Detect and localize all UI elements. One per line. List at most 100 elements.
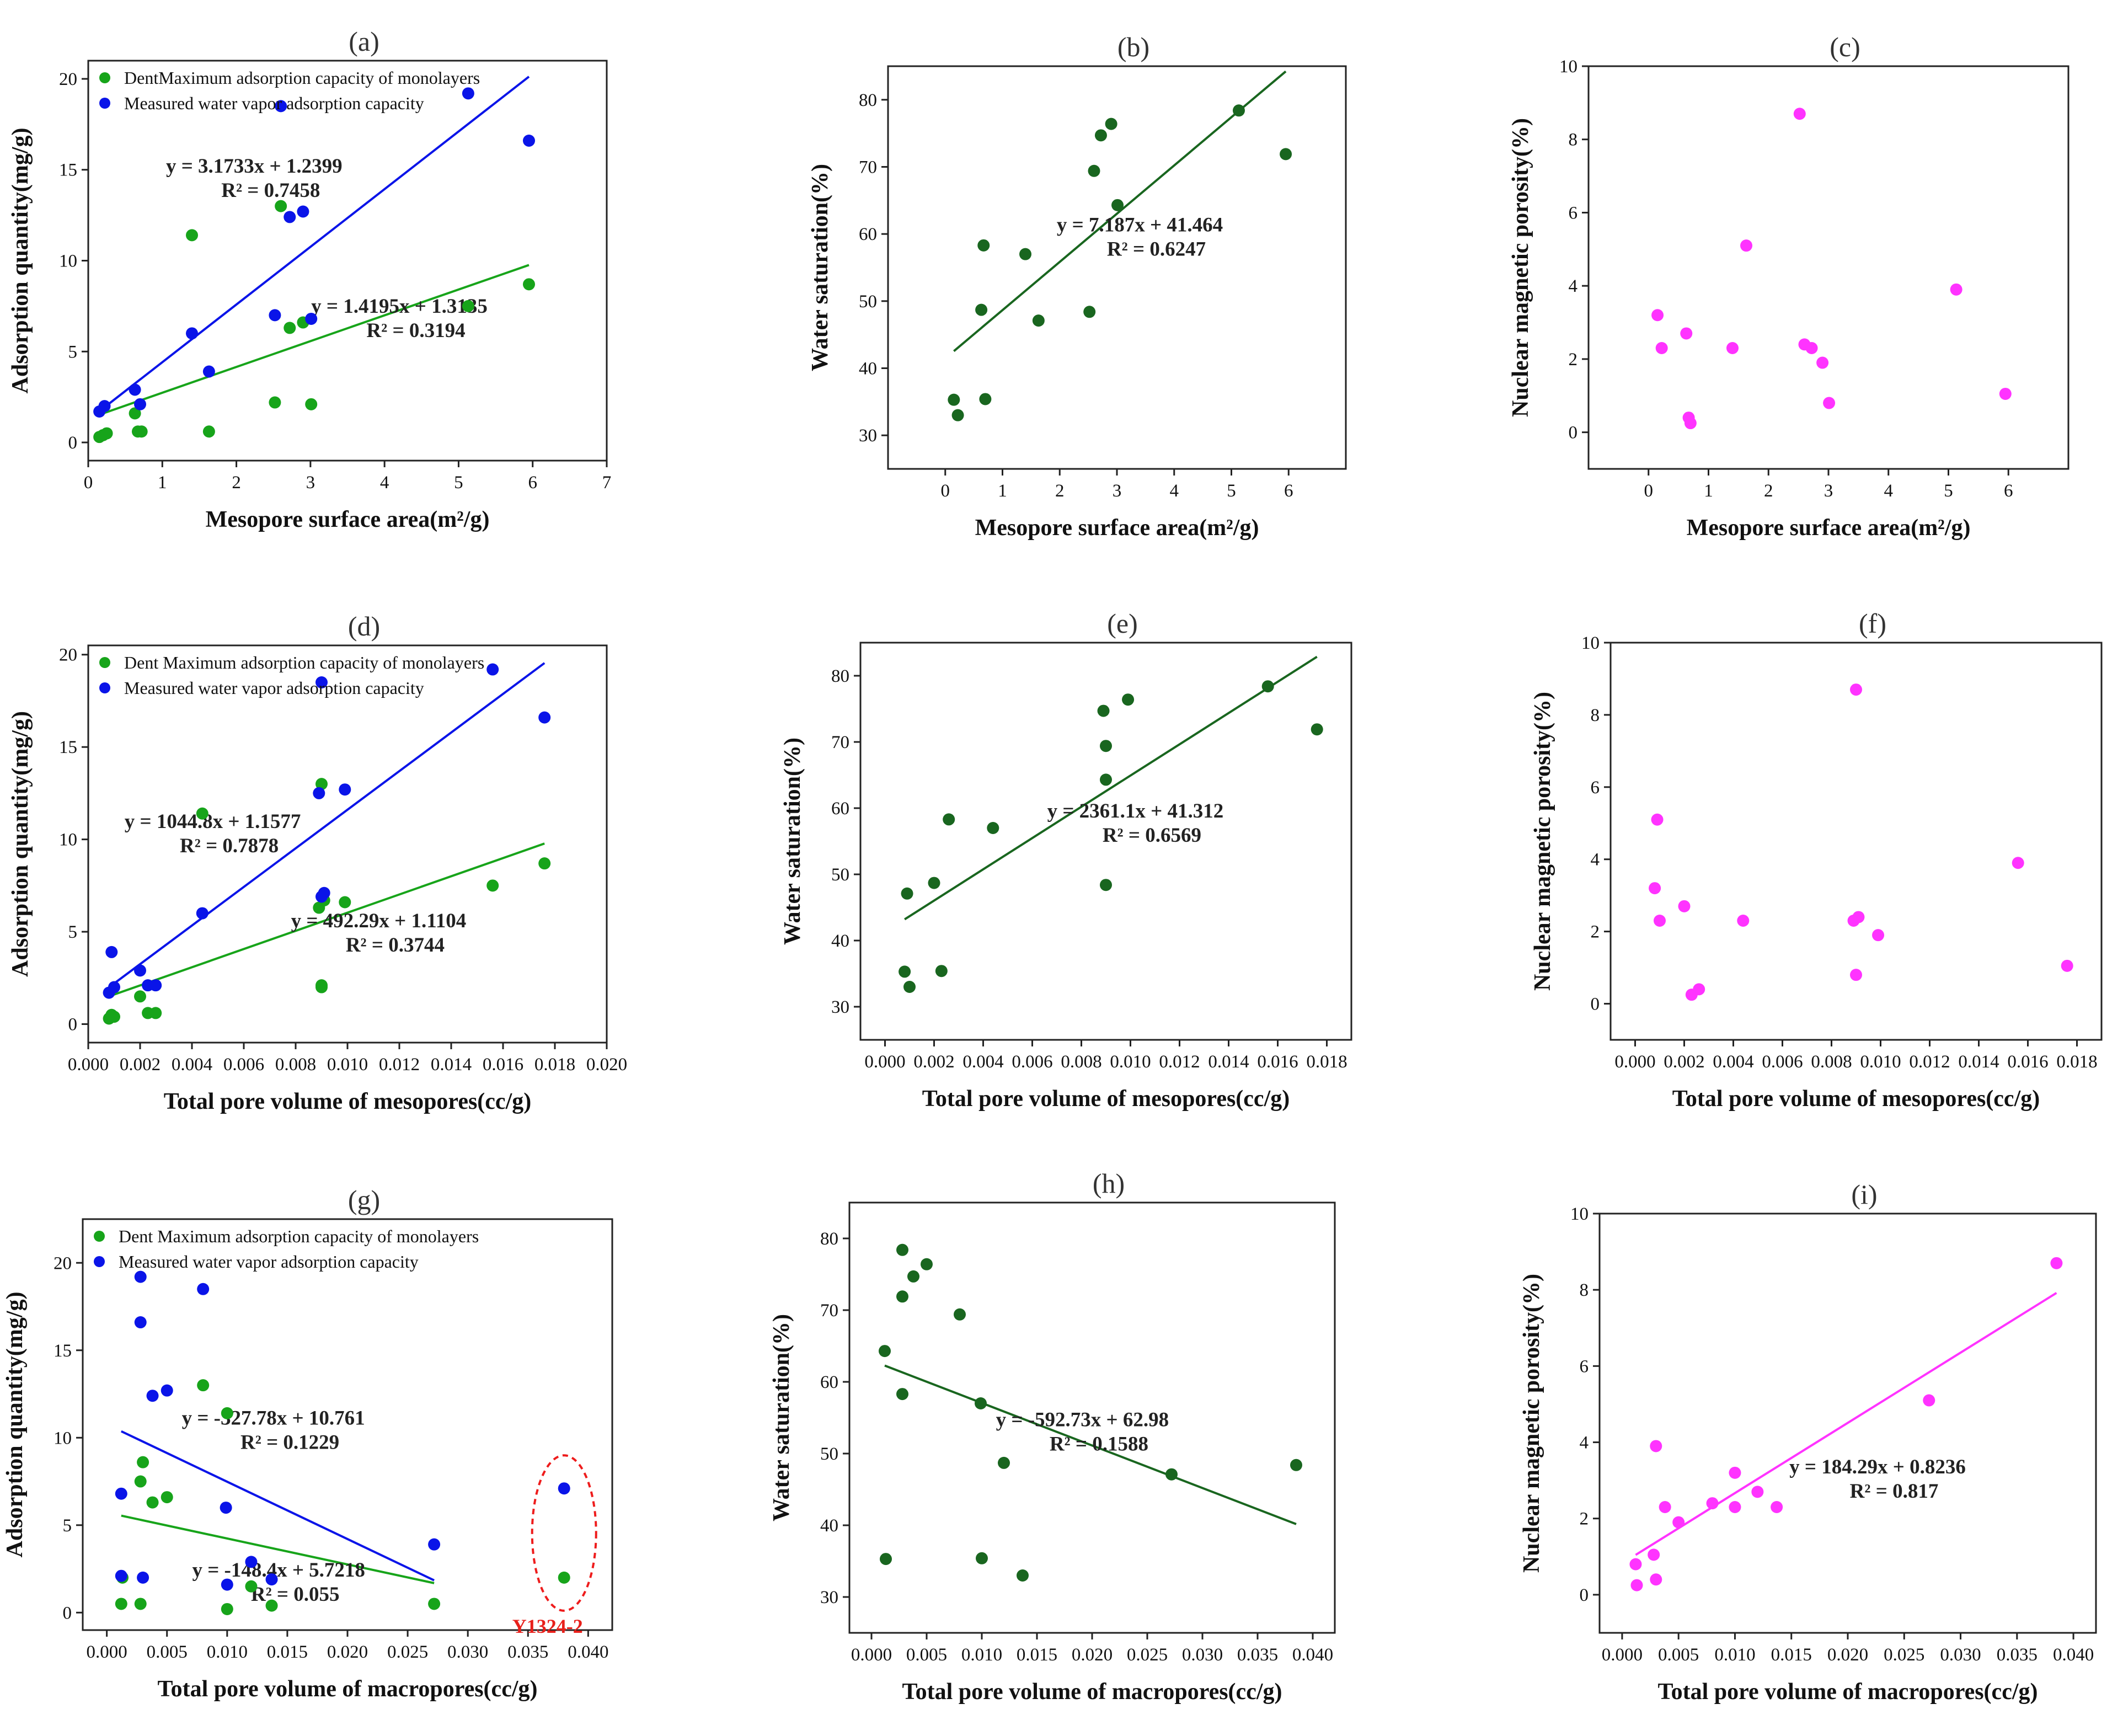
legend-entry: Measured water vapor adsorption capacity — [124, 93, 424, 113]
data-point — [318, 886, 330, 899]
x-axis-label: Total pore volume of macropores(cc/g) — [902, 1679, 1282, 1705]
data-point — [879, 1345, 891, 1358]
x-axis-label: Mesopore surface area(m²/g) — [1687, 515, 1971, 541]
y-tick-label: 0 — [1569, 423, 1578, 443]
legend-entry: Measured water vapor adsorption capacity — [124, 678, 424, 698]
data-point — [951, 409, 964, 421]
data-point — [1693, 983, 1705, 996]
data-point — [1100, 879, 1112, 891]
x-axis-label: Total pore volume of mesopores(cc/g) — [1672, 1086, 2040, 1112]
x-tick-label: 0.014 — [1958, 1052, 1999, 1072]
data-point — [1651, 309, 1664, 322]
x-tick-label: 5 — [454, 473, 463, 493]
data-point — [975, 1397, 987, 1409]
x-tick-label: 0.016 — [483, 1055, 523, 1075]
y-tick-label: 5 — [63, 1516, 72, 1536]
x-tick-label: 0.000 — [68, 1055, 109, 1075]
x-tick-label: 6 — [528, 473, 537, 493]
y-tick-label: 4 — [1569, 276, 1578, 296]
data-point — [108, 981, 120, 993]
fit-line-i-0 — [1635, 1292, 2057, 1556]
y-axis-label: Nuclear magnetic porosity(%) — [1530, 692, 1555, 991]
x-tick-label: 0.030 — [447, 1642, 488, 1662]
y-tick-label: 4 — [1591, 850, 1600, 870]
fit-r2: R² = 0.1229 — [240, 1431, 339, 1454]
data-point — [523, 135, 535, 147]
data-point — [221, 1603, 233, 1615]
data-point — [1654, 915, 1666, 927]
data-point — [186, 229, 198, 242]
y-tick-label: 10 — [1559, 57, 1577, 77]
data-point — [1105, 117, 1117, 130]
data-point — [134, 1316, 147, 1329]
legend-entry: DentMaximum adsorption capacity of monol… — [124, 68, 480, 88]
data-point — [1684, 417, 1697, 430]
panel-label: (e) — [1107, 608, 1138, 639]
data-point — [265, 1573, 278, 1586]
x-tick-label: 0.008 — [1811, 1052, 1852, 1072]
data-point — [896, 1243, 908, 1256]
y-tick-label: 70 — [831, 733, 849, 752]
x-tick-label: 0.015 — [1771, 1645, 1812, 1665]
panel-d: (d) 0.000 0.002 0.004 0.006 0.008 0.010 0.012 0.… — [8, 611, 627, 1114]
fit-equation: y = -327.78x + 10.761 — [182, 1407, 365, 1430]
data-point — [202, 365, 215, 378]
x-tick-label: 0.018 — [534, 1055, 575, 1075]
legend-marker — [99, 72, 110, 83]
y-tick-label: 70 — [859, 158, 877, 178]
x-tick-label: 4 — [1884, 481, 1894, 501]
legend-marker — [99, 682, 110, 693]
x-tick-label: 0.012 — [1909, 1052, 1950, 1072]
plot-frame — [887, 65, 1347, 470]
x-tick-label: 1 — [998, 481, 1007, 501]
y-axis-label: Adsorption quantity(mg/g) — [8, 128, 33, 394]
data-point — [197, 1283, 210, 1295]
data-point — [245, 1580, 258, 1593]
legend-marker — [94, 1231, 105, 1242]
y-tick-label: 10 — [59, 830, 77, 850]
x-tick-label: 0.020 — [327, 1642, 368, 1662]
panel-i: (i) 0.000 0.005 0.010 0.015 0.020 0.025 0.030 0.… — [1519, 1179, 2097, 1705]
y-tick-label: 15 — [59, 738, 77, 757]
data-point — [903, 981, 916, 993]
data-point — [1850, 683, 1862, 696]
plot-frame — [1609, 642, 2103, 1041]
fit-equation: y = 2361.1x + 41.312 — [1047, 800, 1224, 822]
y-axis-label: Adsorption quantity(mg/g) — [8, 711, 33, 977]
y-tick-label: 30 — [831, 997, 849, 1017]
x-axis-label: Total pore volume of macropores(cc/g) — [157, 1676, 537, 1702]
panel-f: (f) 0.000 0.002 0.004 0.006 0.008 0.010 0.012 0.… — [1530, 608, 2103, 1112]
x-tick-label: 0.004 — [962, 1052, 1003, 1072]
data-point — [1650, 1440, 1662, 1452]
data-point — [149, 1007, 162, 1019]
fit-line-h-0 — [884, 1364, 1297, 1525]
data-point — [1019, 248, 1031, 260]
y-tick-label: 2 — [1580, 1509, 1589, 1529]
x-axis-label: Total pore volume of mesopores(cc/g) — [922, 1086, 1290, 1112]
data-point — [269, 309, 281, 322]
y-tick-label: 70 — [820, 1301, 838, 1321]
panel-h: (h) 0.000 0.005 0.010 0.015 0.020 0.025 0.030 0.… — [769, 1168, 1336, 1705]
y-tick-label: 2 — [1569, 350, 1578, 370]
data-point — [1655, 342, 1668, 354]
y-tick-label: 0 — [1591, 995, 1600, 1014]
data-point — [1017, 1569, 1029, 1582]
data-point — [1678, 900, 1691, 912]
data-point — [196, 807, 208, 820]
data-point — [221, 1407, 233, 1419]
y-tick-label: 0 — [68, 1015, 78, 1035]
panel-e: (e) 0.000 0.002 0.004 0.006 0.008 0.010 0.012 0.… — [780, 608, 1352, 1112]
data-point — [1751, 1486, 1764, 1498]
y-tick-label: 0 — [1580, 1585, 1589, 1605]
data-point — [134, 1598, 147, 1610]
x-tick-label: 0.005 — [147, 1642, 188, 1662]
data-point — [1651, 813, 1664, 826]
fit-equation: y = 1.4195x + 1.3135 — [311, 295, 488, 318]
data-point — [558, 1482, 570, 1495]
data-point — [977, 239, 990, 252]
data-point — [1805, 342, 1818, 354]
data-point — [305, 398, 318, 410]
x-tick-label: 0.004 — [1713, 1052, 1753, 1072]
y-tick-label: 15 — [54, 1341, 72, 1361]
data-point — [428, 1538, 441, 1551]
